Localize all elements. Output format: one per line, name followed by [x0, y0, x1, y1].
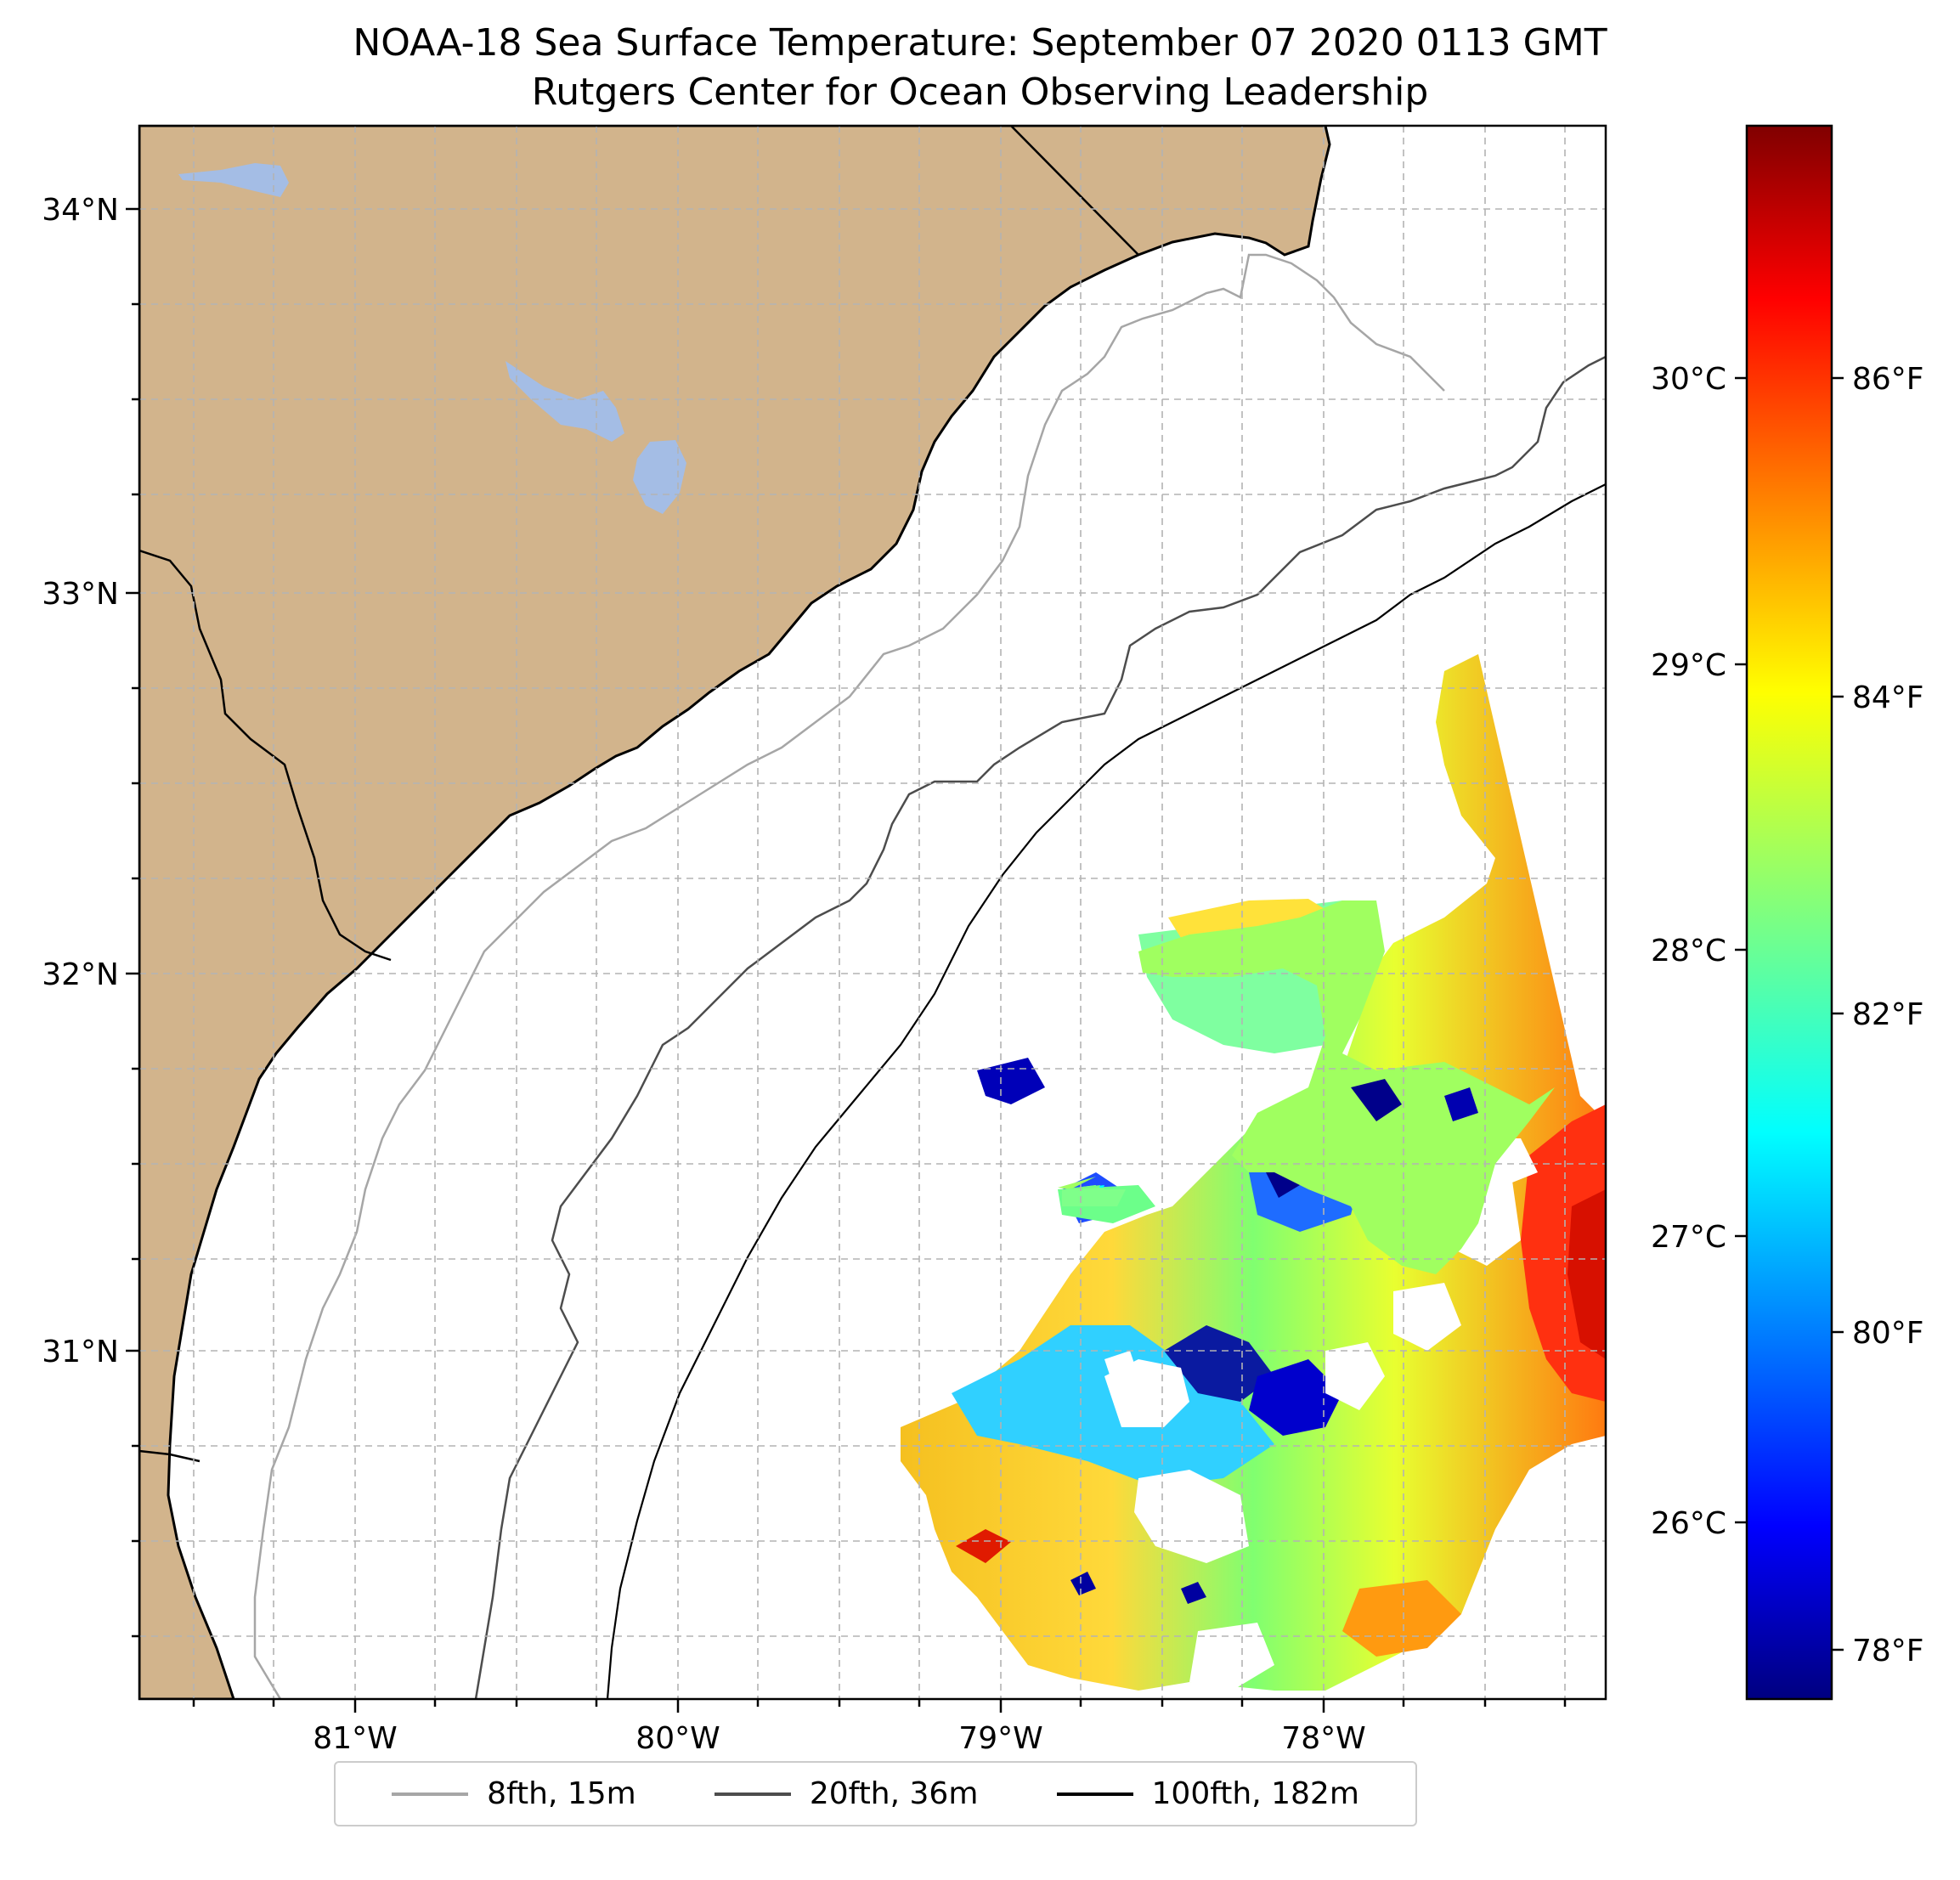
fahrenheit-tick-78: 78°F [1852, 1634, 1924, 1668]
legend-label-8fth: 8fth, 15m [487, 1776, 636, 1811]
isobath-20fth [474, 355, 1606, 1699]
lake-marion [506, 361, 624, 442]
sst-data-patch [884, 654, 1606, 1691]
legend-item-20fth: 20fth, 36m [714, 1776, 979, 1811]
title-line-2: Rutgers Center for Ocean Observing Leade… [531, 71, 1429, 114]
legend: 8fth, 15m 20fth, 36m 100fth, 182m [334, 1761, 1417, 1826]
legend-label-20fth: 20fth, 36m [809, 1776, 979, 1811]
lon-tick-80: 80°W [635, 1721, 720, 1756]
lake-moultrie [633, 440, 686, 514]
colorbar-ticks [1735, 376, 1844, 1651]
legend-item-8fth: 8fth, 15m [392, 1776, 636, 1811]
fahrenheit-tick-86: 86°F [1852, 362, 1924, 397]
title-line-1: NOAA-18 Sea Surface Temperature: Septemb… [353, 21, 1607, 65]
legend-label-100fth: 100fth, 182m [1151, 1776, 1359, 1811]
lon-tick-marks [192, 1699, 1567, 1713]
isobath-100fth [606, 483, 1606, 1699]
celsius-tick-30: 30°C [1651, 362, 1726, 397]
lat-tick-34: 34°N [42, 193, 119, 228]
fahrenheit-tick-84: 84°F [1852, 680, 1924, 715]
lon-tick-78: 78°W [1281, 1721, 1365, 1756]
legend-item-100fth: 100fth, 182m [1056, 1776, 1359, 1811]
gridlines [139, 126, 1606, 1699]
lat-tick-marks [126, 207, 139, 1638]
map-frame [138, 124, 1607, 1701]
lon-tick-79: 79°W [958, 1721, 1042, 1756]
county-line-2 [139, 1449, 201, 1463]
land-mass [139, 126, 1331, 1699]
lat-tick-31: 31°N [42, 1335, 119, 1369]
lat-tick-33: 33°N [42, 577, 119, 612]
state-border [1010, 126, 1139, 256]
fahrenheit-tick-82: 82°F [1852, 997, 1924, 1032]
legend-swatch-100fth [1056, 1792, 1133, 1796]
lat-tick-32: 32°N [42, 957, 119, 992]
celsius-tick-26: 26°C [1651, 1506, 1726, 1541]
celsius-tick-28: 28°C [1651, 934, 1726, 968]
colorbar [1745, 124, 1833, 1701]
fahrenheit-tick-80: 80°F [1852, 1316, 1924, 1351]
legend-swatch-8fth [392, 1792, 469, 1796]
lake-north [178, 163, 289, 197]
chart-title: NOAA-18 Sea Surface Temperature: Septemb… [0, 19, 1960, 117]
legend-swatch-20fth [714, 1792, 791, 1796]
lon-tick-81: 81°W [313, 1721, 397, 1756]
celsius-tick-27: 27°C [1651, 1220, 1726, 1255]
celsius-tick-29: 29°C [1651, 648, 1726, 683]
isobath-8fth [253, 253, 1445, 1699]
